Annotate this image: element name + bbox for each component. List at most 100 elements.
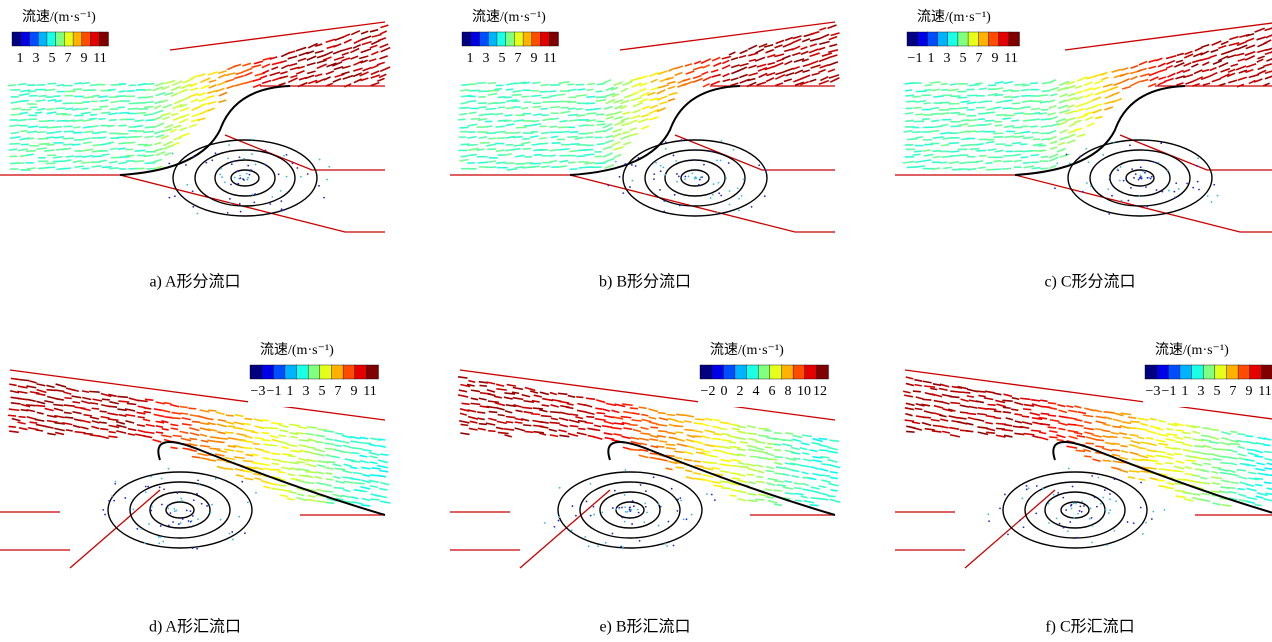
- flow-arrow: [792, 46, 801, 50]
- particle: [1090, 507, 1092, 509]
- particle: [558, 520, 560, 522]
- flow-arrow: [1263, 445, 1270, 446]
- flow-arrow: [1076, 425, 1083, 426]
- flow-arrow: [179, 89, 188, 93]
- particle: [196, 493, 198, 495]
- flow-arrow: [171, 412, 181, 414]
- flow-arrow: [92, 408, 99, 409]
- flow-arrow: [794, 493, 803, 494]
- particle: [115, 481, 117, 483]
- particle: [1091, 475, 1093, 477]
- particle: [1056, 162, 1058, 164]
- flow-arrow: [776, 40, 784, 43]
- flow-arrow: [683, 415, 694, 417]
- particle: [247, 177, 249, 179]
- flow-arrow: [461, 403, 469, 404]
- legend-swatch: [917, 32, 928, 46]
- flow-arrow: [737, 449, 746, 450]
- flow-arrow: [242, 441, 253, 442]
- flow-arrow: [153, 440, 162, 442]
- particle: [181, 500, 183, 502]
- flow-arrow: [559, 430, 567, 432]
- flow-arrow: [143, 419, 150, 421]
- flow-arrow: [244, 478, 253, 480]
- flow-arrow: [713, 426, 720, 428]
- flow-arrow: [694, 423, 703, 424]
- particle: [227, 212, 229, 214]
- particle: [1119, 180, 1121, 182]
- flow-arrow: [316, 442, 324, 443]
- flow-arrow: [47, 433, 55, 434]
- flow-arrow: [1112, 426, 1121, 427]
- flow-arrow: [587, 84, 595, 85]
- flow-arrow: [317, 501, 327, 503]
- flow-arrow: [648, 409, 657, 412]
- particle: [1042, 487, 1044, 489]
- panel: 流速/(m·s⁻¹)−3−11357911: [0, 341, 390, 568]
- particle: [593, 506, 595, 508]
- particle: [132, 509, 134, 511]
- flow-arrow: [495, 403, 505, 406]
- legend-swatch: [47, 32, 56, 46]
- flow-arrow: [469, 428, 478, 430]
- flow-arrow: [800, 448, 807, 450]
- legend-tick-label: 5: [960, 51, 967, 66]
- flow-arrow: [65, 108, 73, 109]
- flow-arrow: [1218, 469, 1228, 471]
- flow-arrow: [44, 150, 54, 151]
- flow-arrow: [612, 142, 620, 146]
- flow-arrow: [819, 42, 829, 45]
- flow-arrow: [298, 427, 307, 429]
- flow-arrow: [577, 115, 586, 116]
- particle: [280, 190, 282, 192]
- flow-arrow: [461, 103, 468, 104]
- flow-arrow: [959, 124, 969, 125]
- flow-arrow: [967, 389, 978, 391]
- flow-arrow: [632, 420, 642, 421]
- flow-arrow: [18, 149, 28, 151]
- flow-arrow: [117, 396, 128, 397]
- flow-arrow: [649, 117, 658, 120]
- flow-arrow: [56, 384, 66, 387]
- flow-arrow: [1227, 55, 1236, 58]
- flow-arrow: [36, 405, 45, 406]
- flow-arrow: [766, 467, 774, 469]
- flow-arrow: [676, 421, 684, 422]
- flow-arrow: [378, 38, 386, 41]
- flow-arrow: [1075, 86, 1082, 88]
- flow-arrow: [9, 125, 20, 126]
- flow-arrow: [120, 157, 130, 158]
- flow-arrow: [55, 390, 65, 391]
- particle: [230, 202, 232, 204]
- flow-arrow: [156, 426, 163, 427]
- flow-arrow: [289, 64, 297, 66]
- flow-arrow: [976, 144, 983, 145]
- flow-arrow: [335, 445, 342, 446]
- vortex-streamline: [166, 502, 194, 518]
- particle: [182, 518, 184, 520]
- particle: [230, 184, 232, 186]
- flow-arrow: [1060, 94, 1068, 97]
- flow-arrow: [192, 422, 200, 423]
- flow-arrow: [156, 152, 166, 156]
- flow-arrow: [1058, 142, 1065, 145]
- flow-arrow: [494, 396, 502, 398]
- flow-arrow: [558, 127, 568, 128]
- flow-arrow: [350, 467, 357, 468]
- flow-arrow: [578, 429, 585, 430]
- flow-arrow: [621, 118, 629, 121]
- flow-arrow: [559, 418, 568, 420]
- flow-arrow: [380, 56, 388, 59]
- particle: [192, 515, 194, 517]
- flow-arrow: [242, 63, 250, 66]
- flow-arrow: [1022, 85, 1029, 86]
- flow-arrow: [749, 439, 758, 441]
- particle: [572, 505, 574, 507]
- particle: [678, 175, 680, 177]
- flow-arrow: [933, 156, 940, 157]
- flow-arrow: [621, 417, 631, 418]
- flow-arrow: [568, 162, 575, 163]
- flow-arrow: [478, 162, 489, 163]
- flow-arrow: [941, 125, 948, 126]
- legend-swatch: [320, 365, 332, 379]
